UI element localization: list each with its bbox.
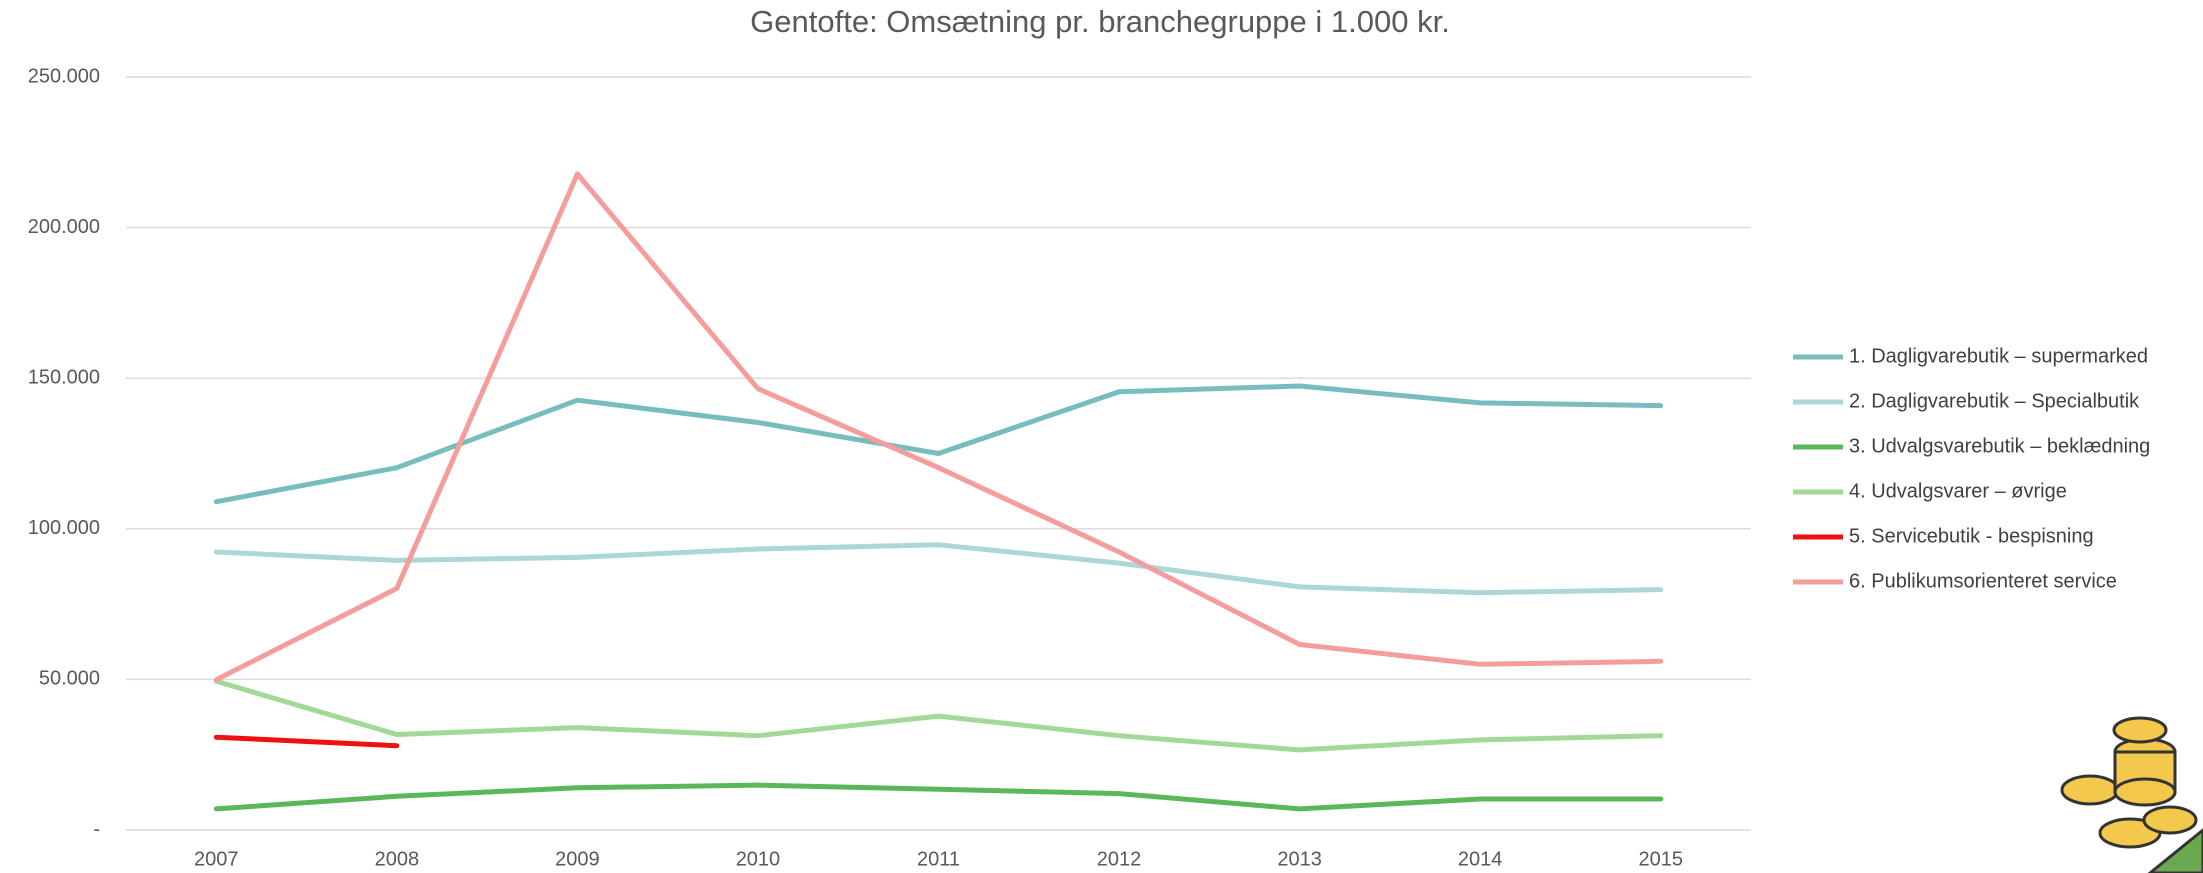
chart-title: Gentofte: Omsætning pr. branchegruppe i … [750,4,1450,39]
x-tick-label: 2012 [1097,848,1142,870]
y-tick-label: 250.000 [28,65,100,87]
legend-label: 4. Udvalgsvarer – øvrige [1849,480,2067,502]
x-tick-label: 2014 [1458,848,1503,870]
y-tick-label: 150.000 [28,366,100,388]
x-tick-label: 2015 [1638,848,1683,870]
x-tick-label: 2010 [736,848,781,870]
y-tick-label: 100.000 [28,517,100,539]
coins-illustration [2060,716,2203,873]
legend-label: 6. Publikumsorienteret service [1849,570,2117,592]
series-line [213,383,1664,505]
series-line [213,171,1664,683]
y-tick-label: 200.000 [28,216,100,238]
y-tick-label: 50.000 [39,668,100,690]
x-tick-label: 2013 [1277,848,1322,870]
series-line [213,734,400,749]
legend-label: 1. Dagligvarebutik – supermarked [1849,345,2148,367]
x-tick-label: 2008 [375,848,420,870]
series-line [213,542,1664,596]
series-line [213,782,1664,812]
x-tick-label: 2011 [917,848,960,870]
y-tick-label: - [93,818,100,840]
series-line [213,678,1664,753]
legend-label: 2. Dagligvarebutik – Specialbutik [1849,390,2140,412]
x-tick-label: 2009 [555,848,600,870]
legend-label: 3. Udvalgsvarebutik – beklædning [1849,435,2150,457]
x-tick-label: 2007 [194,848,239,870]
legend-label: 5. Servicebutik - bespisning [1849,525,2094,547]
